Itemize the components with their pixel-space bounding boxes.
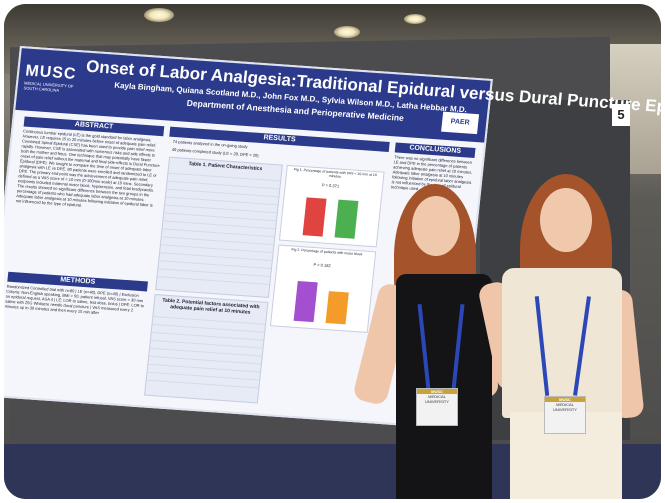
- figure1-chart: Fig 1. Percentage of patients with VAS <…: [278, 164, 385, 248]
- badge-line: MEDICAL UNIVERSITY: [552, 402, 577, 412]
- black-dress: [396, 274, 492, 499]
- face: [540, 188, 592, 252]
- potential-factors-table: Table 2. Potential factors associated wi…: [144, 294, 269, 404]
- figure1-title: Fig 1. Percentage of patients with VAS <…: [293, 167, 377, 179]
- chart-bar: [302, 197, 327, 237]
- chart-bar: [334, 199, 359, 239]
- figure2-pvalue: P = 0.182: [313, 262, 331, 269]
- white-top: [502, 268, 622, 418]
- figure2-title: Fig 2. Percentage of patients with motor…: [291, 247, 363, 257]
- board-number: 5: [612, 104, 630, 126]
- ceiling-light: [334, 26, 360, 38]
- name-badge: MUSC MEDICAL UNIVERSITY: [544, 396, 586, 434]
- institution-logo: MUSC MEDICAL UNIVERSITY OF SOUTH CAROLIN…: [22, 62, 84, 106]
- chart-bar: [325, 291, 349, 325]
- figure1-pvalue: P = 0.371: [321, 182, 340, 189]
- face: [412, 196, 460, 256]
- methods-text: Randomized Controlled trial with n=80 | …: [4, 283, 145, 316]
- badge-title: MUSC: [545, 397, 585, 402]
- ceiling-light: [144, 8, 174, 22]
- patient-characteristics-table: Table 1. Patient Characteristics: [155, 156, 283, 298]
- name-badge: MUSC MEDICAL UNIVERSITY: [416, 388, 458, 426]
- badge-line: MEDICAL UNIVERSITY: [424, 394, 449, 404]
- badge-title: MUSC: [417, 389, 457, 394]
- poster-badge: PAER: [441, 111, 480, 135]
- abstract-text: Continuous lumbar epidural (LE) is the g…: [15, 128, 161, 208]
- figure2-chart: Fig 2. Percentage of patients with motor…: [269, 244, 377, 333]
- photo: 5 MUSC MEDICAL UNIVERSITY OF SOUTH CAROL…: [4, 4, 661, 499]
- ceiling-light: [404, 14, 426, 24]
- chart-bar: [293, 280, 318, 323]
